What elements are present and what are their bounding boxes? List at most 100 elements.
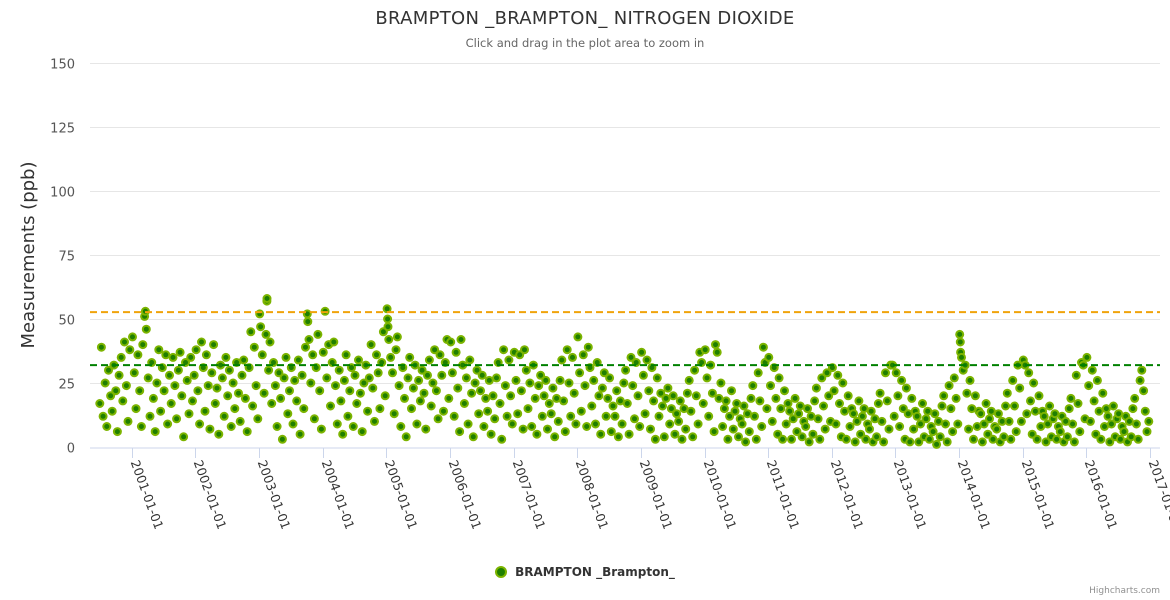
- data-point[interactable]: [548, 383, 558, 393]
- data-point[interactable]: [421, 424, 431, 434]
- data-point[interactable]: [455, 427, 465, 437]
- data-point[interactable]: [1085, 416, 1095, 426]
- data-point[interactable]: [472, 365, 482, 375]
- data-point[interactable]: [128, 332, 137, 342]
- data-point[interactable]: [939, 391, 949, 401]
- data-point[interactable]: [188, 396, 197, 406]
- data-point[interactable]: [449, 411, 459, 421]
- data-point[interactable]: [1128, 404, 1138, 414]
- data-point[interactable]: [111, 386, 121, 396]
- data-point[interactable]: [203, 381, 213, 391]
- data-point[interactable]: [288, 419, 298, 429]
- data-point[interactable]: [329, 337, 339, 347]
- data-point[interactable]: [1100, 422, 1109, 431]
- data-point[interactable]: [389, 409, 399, 419]
- data-point[interactable]: [774, 373, 784, 383]
- data-point[interactable]: [394, 381, 404, 391]
- data-point[interactable]: [316, 424, 326, 434]
- data-point[interactable]: [857, 411, 867, 421]
- data-point[interactable]: [778, 434, 788, 444]
- data-point[interactable]: [811, 383, 821, 393]
- data-point[interactable]: [407, 404, 416, 414]
- data-point[interactable]: [1140, 406, 1150, 416]
- data-point[interactable]: [165, 370, 174, 380]
- data-point[interactable]: [601, 411, 611, 421]
- data-point[interactable]: [403, 373, 413, 383]
- chart-plot-area[interactable]: 0 25 50 75 100 125 150 Measurements (ppb) 2001…: [0, 0, 1170, 560]
- data-point[interactable]: [637, 347, 647, 357]
- data-point[interactable]: [354, 355, 363, 365]
- data-point[interactable]: [518, 424, 528, 434]
- data-point[interactable]: [762, 404, 772, 414]
- data-point[interactable]: [644, 386, 654, 396]
- data-point[interactable]: [783, 399, 793, 408]
- data-point[interactable]: [285, 386, 294, 396]
- data-point[interactable]: [714, 393, 724, 403]
- data-point[interactable]: [599, 368, 609, 378]
- data-point[interactable]: [691, 391, 701, 401]
- data-point[interactable]: [145, 411, 155, 421]
- data-point[interactable]: [877, 416, 887, 426]
- data-point[interactable]: [338, 429, 348, 439]
- data-point[interactable]: [817, 373, 827, 383]
- data-point[interactable]: [804, 437, 814, 447]
- data-point[interactable]: [686, 406, 696, 416]
- data-point[interactable]: [702, 373, 712, 383]
- data-point[interactable]: [308, 350, 318, 360]
- data-point[interactable]: [865, 424, 874, 434]
- data-point[interactable]: [492, 373, 501, 383]
- data-point[interactable]: [560, 427, 570, 437]
- data-point[interactable]: [364, 373, 374, 383]
- data-point[interactable]: [550, 432, 560, 442]
- data-point[interactable]: [1022, 409, 1032, 419]
- data-point[interactable]: [743, 409, 752, 419]
- data-point[interactable]: [318, 347, 328, 357]
- data-point[interactable]: [732, 399, 742, 408]
- data-point[interactable]: [776, 404, 786, 414]
- data-point[interactable]: [1001, 401, 1011, 411]
- data-point[interactable]: [819, 401, 828, 411]
- data-point[interactable]: [575, 368, 585, 378]
- data-point[interactable]: [613, 432, 623, 442]
- data-point[interactable]: [259, 388, 269, 398]
- data-point[interactable]: [251, 381, 261, 391]
- data-point[interactable]: [350, 370, 360, 380]
- data-point[interactable]: [932, 439, 942, 449]
- data-point[interactable]: [521, 365, 531, 375]
- data-point[interactable]: [301, 342, 310, 352]
- data-point[interactable]: [1082, 352, 1092, 362]
- data-point[interactable]: [463, 419, 473, 429]
- data-point[interactable]: [621, 365, 631, 375]
- data-point[interactable]: [257, 350, 267, 360]
- data-point[interactable]: [951, 393, 961, 403]
- data-point[interactable]: [1105, 437, 1115, 447]
- data-point[interactable]: [461, 373, 471, 383]
- data-point[interactable]: [170, 381, 180, 391]
- data-point[interactable]: [446, 337, 456, 347]
- data-point[interactable]: [212, 383, 222, 393]
- data-point[interactable]: [909, 424, 919, 434]
- data-point[interactable]: [276, 393, 286, 403]
- data-point[interactable]: [536, 370, 546, 380]
- data-point[interactable]: [619, 378, 629, 388]
- data-point[interactable]: [988, 434, 998, 444]
- data-point[interactable]: [1010, 401, 1019, 411]
- data-point[interactable]: [1011, 427, 1021, 437]
- data-point[interactable]: [373, 368, 383, 378]
- data-point[interactable]: [277, 434, 287, 444]
- data-point[interactable]: [107, 406, 117, 416]
- data-point[interactable]: [992, 424, 1002, 434]
- data-point[interactable]: [1034, 391, 1044, 401]
- data-point[interactable]: [838, 378, 848, 388]
- data-point[interactable]: [829, 386, 839, 396]
- data-point[interactable]: [806, 411, 816, 421]
- data-point[interactable]: [895, 422, 905, 431]
- data-point[interactable]: [845, 422, 855, 431]
- data-point[interactable]: [456, 335, 466, 344]
- data-point[interactable]: [884, 424, 894, 434]
- data-point[interactable]: [758, 342, 768, 352]
- data-point[interactable]: [790, 393, 800, 403]
- data-point[interactable]: [315, 386, 325, 396]
- data-point[interactable]: [235, 416, 245, 426]
- data-point[interactable]: [1137, 365, 1147, 375]
